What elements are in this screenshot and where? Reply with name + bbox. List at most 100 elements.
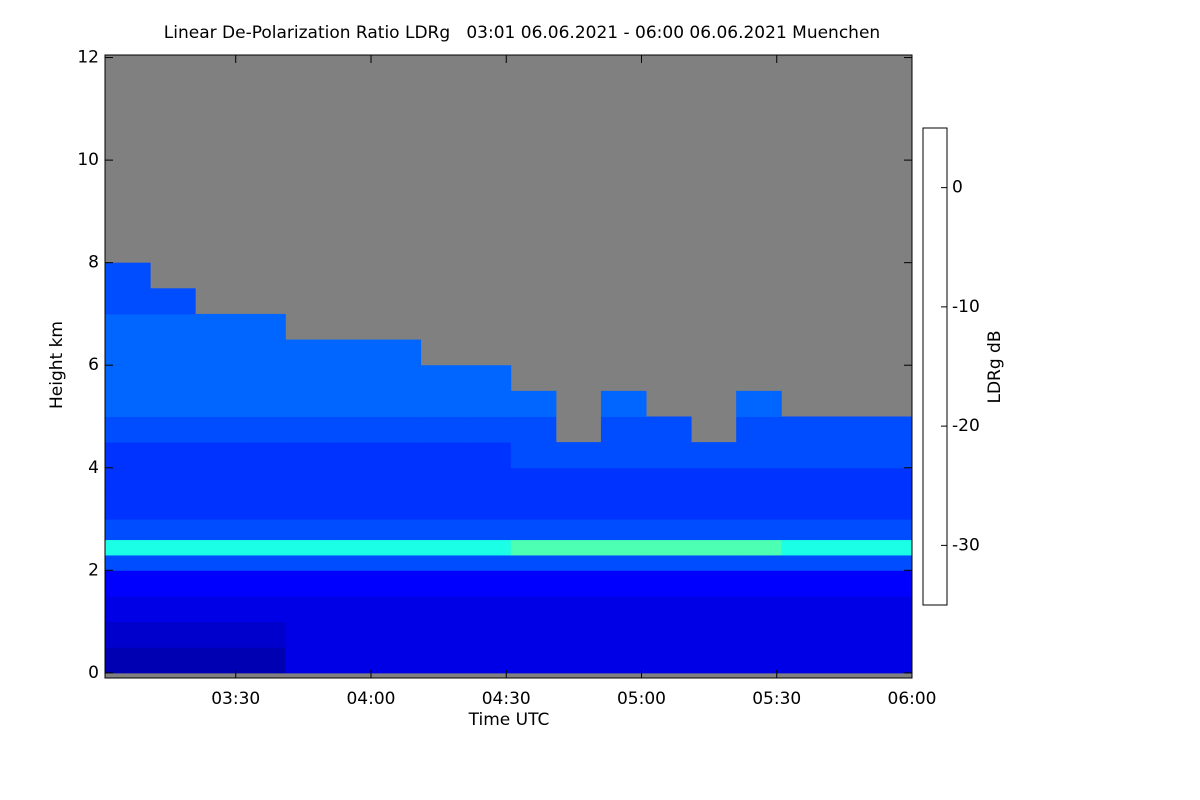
heatmap-cell [646,493,692,520]
heatmap-cell [420,554,467,571]
heatmap-cell [600,539,647,556]
plot-area [105,55,913,678]
heatmap-cell [150,339,196,366]
heatmap-cell [781,554,827,571]
heatmap-cell [691,539,737,556]
heatmap-cell [240,442,286,469]
heatmap-cell [826,595,872,623]
heatmap-cell [105,539,151,556]
heatmap-cell [330,519,377,541]
heatmap-cell [150,554,196,571]
heatmap-cell [465,595,512,623]
heatmap-cell [105,519,151,541]
heatmap-cell [826,442,872,469]
heatmap-cell [285,539,331,556]
heatmap-cell [375,570,422,597]
heatmap-cell [240,467,286,494]
heatmap-cell [736,570,782,597]
heatmap-cell [871,416,913,443]
heatmap-cell [736,519,782,541]
heatmap-cell [736,595,782,623]
heatmap-cell [330,467,377,494]
heatmap-cell [510,493,557,520]
heatmap-cell [150,467,196,494]
y-tick-label: 4 [88,458,99,478]
heatmap-cell [420,570,467,597]
heatmap-cell [240,647,286,674]
heatmap-cell [510,390,557,417]
heatmap-cell [330,493,377,520]
heatmap-cell [555,442,602,469]
heatmap-cell [375,539,422,556]
heatmap-cell [736,493,782,520]
heatmap-cell [826,519,872,541]
x-axis-label: Time UTC [468,710,550,730]
heatmap-cell [465,416,512,443]
heatmap-cell [420,390,467,417]
heatmap-cell [781,519,827,541]
heatmap-cell [150,288,196,315]
heatmap-cell [420,416,467,443]
y-tick-label: 0 [88,663,99,683]
heatmap-cell [646,416,692,443]
heatmap-cell [240,493,286,520]
heatmap-cell [285,390,331,417]
heatmap-cell [691,570,737,597]
y-tick-label: 10 [77,150,99,170]
heatmap-cell [600,647,647,674]
heatmap-cell [826,493,872,520]
y-tick-label: 12 [77,48,99,68]
heatmap-cell [555,647,602,674]
heatmap-cell [736,621,782,648]
heatmap-cell [195,621,241,648]
heatmap-cell [375,390,422,417]
heatmap-cell [375,554,422,571]
x-tick-label: 04:30 [482,689,531,709]
heatmap-cell [465,467,512,494]
heatmap-cell [150,519,196,541]
heatmap-cell [826,621,872,648]
heatmap-cell [105,390,151,417]
heatmap-cell [465,621,512,648]
heatmap-cell [465,493,512,520]
heatmap-cell [736,442,782,469]
heatmap-cell [330,390,377,417]
heatmap-cell [150,416,196,443]
heatmap-cell [105,554,151,571]
heatmap-cell [510,570,557,597]
heatmap-cell [150,493,196,520]
heatmap-cell [600,416,647,443]
heatmap-cell [195,390,241,417]
heatmap-cell [555,467,602,494]
heatmap-cell [646,467,692,494]
heatmap-cell [105,493,151,520]
heatmap-cell [240,570,286,597]
heatmap-cell [375,442,422,469]
heatmap-cell [465,554,512,571]
heatmap-cell [375,595,422,623]
heatmap-cell [330,570,377,597]
heatmap-cell [195,554,241,571]
heatmap-cell [195,539,241,556]
heatmap-cell [285,493,331,520]
heatmap-cell [646,621,692,648]
heatmap-cell [871,595,913,623]
heatmap-cell [195,365,241,392]
heatmap-cell [781,539,827,556]
y-tick-label: 6 [88,355,99,375]
heatmap-cell [510,595,557,623]
colorbar-tick-label: -30 [952,535,980,555]
heatmap-cell [781,570,827,597]
heatmap-cell [240,339,286,366]
heatmap-cell [330,554,377,571]
heatmap-cell [375,467,422,494]
chart-title: Linear De-Polarization Ratio LDRg 03:01 … [164,23,880,43]
heatmap-cell [150,390,196,417]
heatmap-cell [150,621,196,648]
heatmap-cell [736,647,782,674]
heatmap-cell [195,570,241,597]
heatmap-cell [150,647,196,674]
heatmap-cell [105,288,151,315]
